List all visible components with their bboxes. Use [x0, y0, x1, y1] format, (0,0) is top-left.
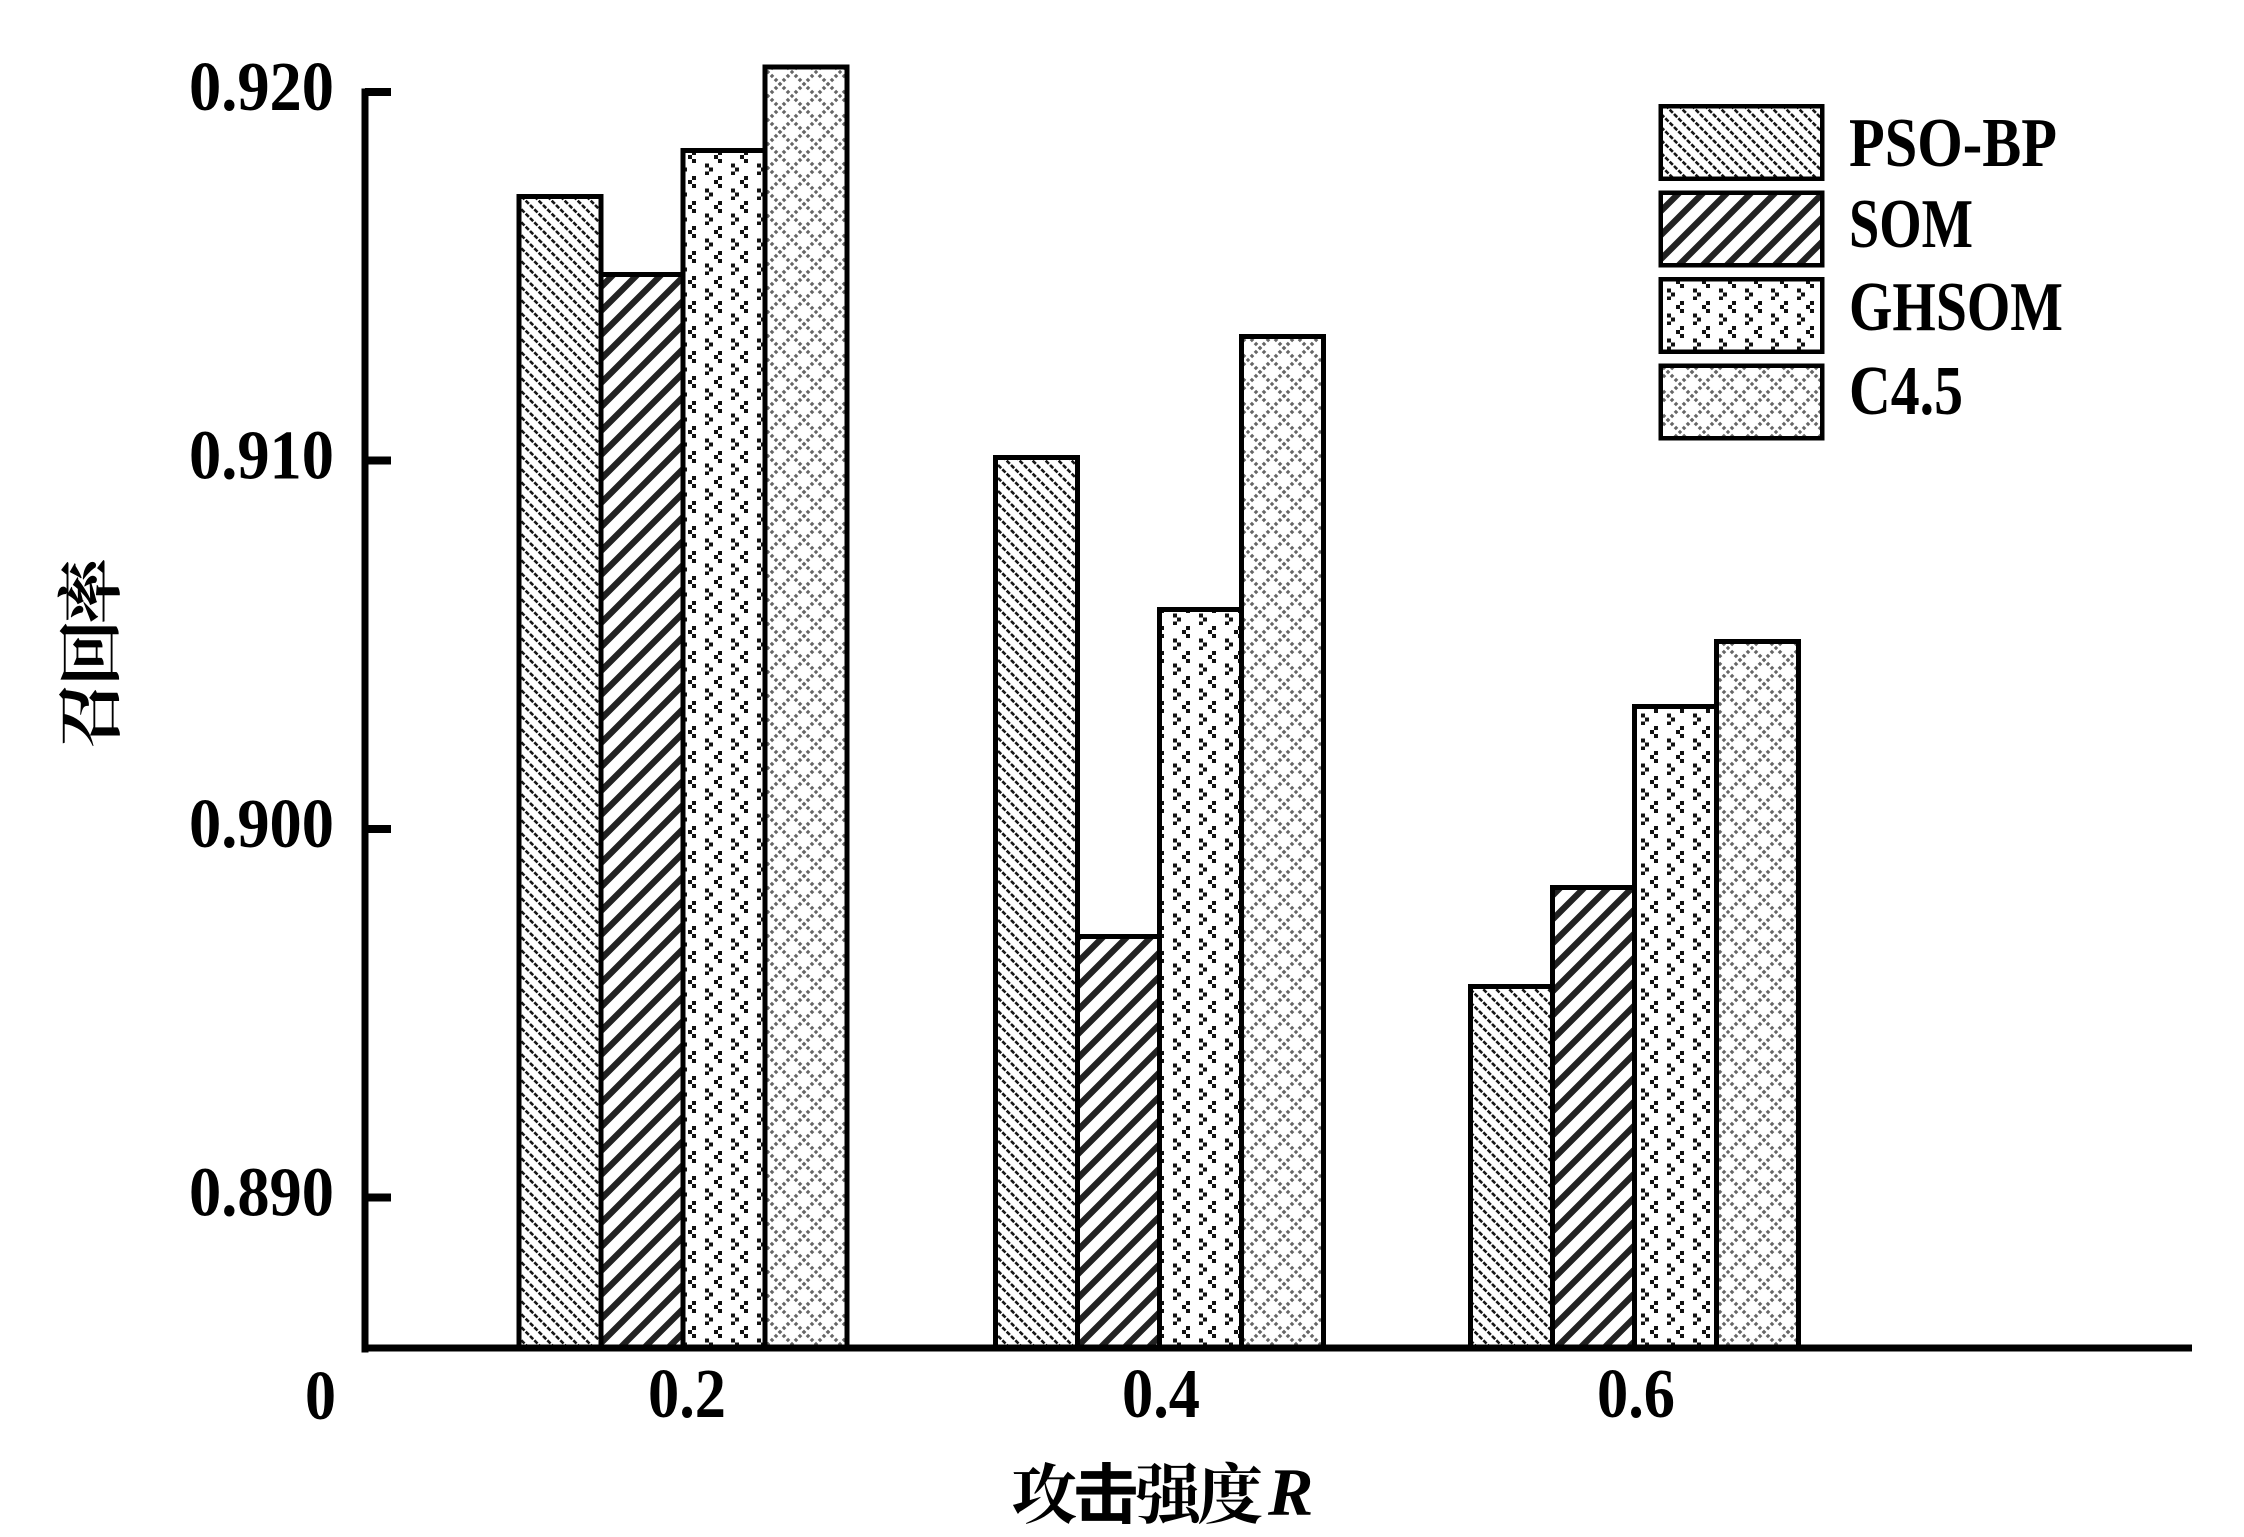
svg-text:R: R: [1267, 1454, 1313, 1530]
svg-text:0.890: 0.890: [189, 1155, 334, 1232]
svg-text:0.2: 0.2: [648, 1356, 726, 1433]
svg-text:0.900: 0.900: [189, 786, 334, 863]
svg-text:GHSOM: GHSOM: [1849, 269, 2063, 346]
svg-text:PSO-BP: PSO-BP: [1849, 105, 2057, 182]
svg-text:0: 0: [305, 1358, 336, 1435]
svg-text:0.6: 0.6: [1597, 1356, 1675, 1433]
svg-text:0.4: 0.4: [1122, 1356, 1200, 1433]
svg-text:0.910: 0.910: [189, 418, 334, 495]
svg-text:C4.5: C4.5: [1849, 353, 1963, 430]
svg-text:SOM: SOM: [1849, 186, 1973, 263]
svg-text:0.920: 0.920: [189, 49, 334, 126]
